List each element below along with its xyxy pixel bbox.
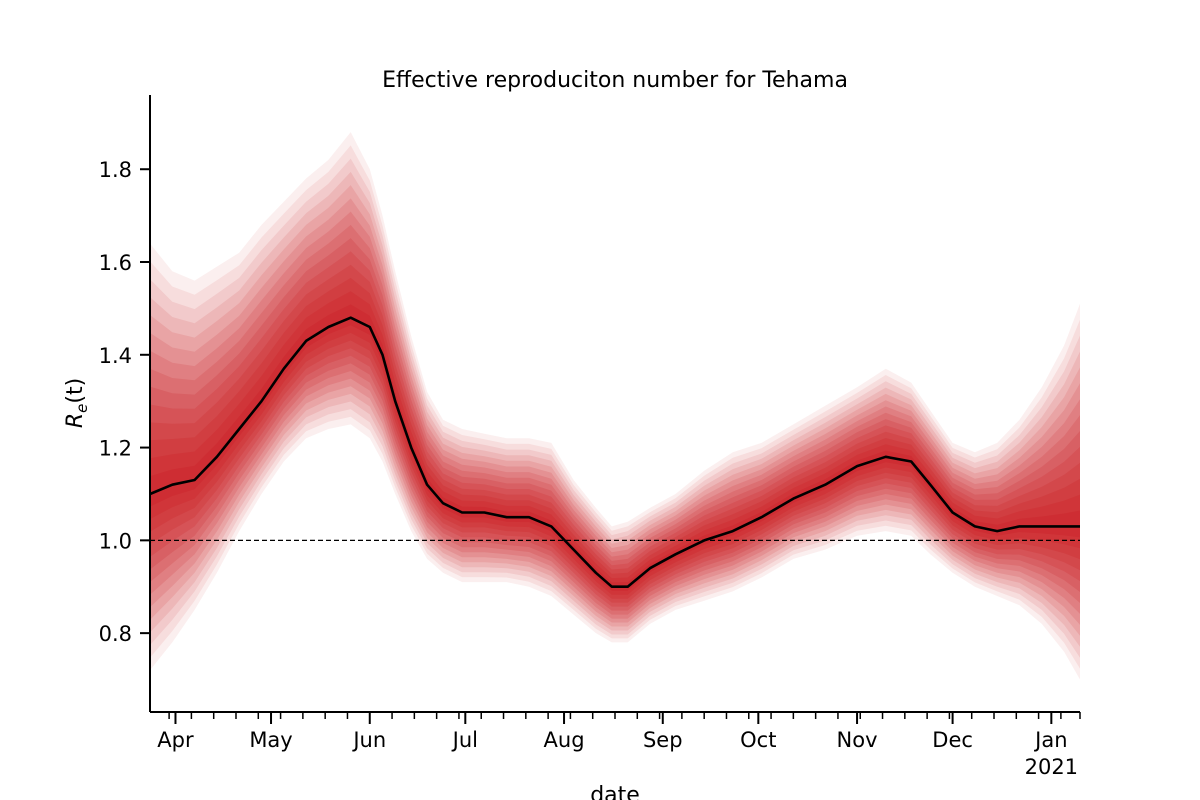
x-tick-label: Apr bbox=[157, 728, 194, 752]
x-tick-label: Jun bbox=[351, 728, 386, 752]
uncertainty-band bbox=[150, 198, 1080, 625]
x-axis-ticks: Apr May Jun Jul Aug Sep Oct Nov Dec Jan 2021 bbox=[157, 712, 1081, 779]
y-tick-label: 1.4 bbox=[99, 344, 132, 368]
x-axis-label: date bbox=[590, 783, 640, 800]
x-tick-label: May bbox=[249, 728, 292, 752]
x-tick-label: Oct bbox=[740, 728, 776, 752]
x-tick-label: Nov bbox=[837, 728, 878, 752]
uncertainty-band bbox=[150, 171, 1080, 647]
y-axis-label: Re(t) bbox=[63, 378, 91, 428]
uncertainty-band bbox=[150, 145, 1080, 669]
y-tick-label: 0.8 bbox=[99, 622, 132, 646]
uncertainty-band bbox=[150, 158, 1080, 658]
median-line bbox=[149, 316, 1080, 588]
chart-title: Effective reproduciton number for Tehama bbox=[382, 68, 848, 93]
y-axis-ticks: 0.8 1.0 1.2 1.4 1.6 1.8 bbox=[99, 158, 150, 646]
x-tick-sublabel: 2021 bbox=[1025, 755, 1078, 779]
uncertainty-band bbox=[150, 264, 1080, 603]
uncertainty-band bbox=[150, 185, 1080, 636]
y-tick-label: 1.2 bbox=[99, 437, 132, 461]
uncertainty-band bbox=[150, 238, 1080, 611]
uncertainty-band bbox=[150, 224, 1080, 615]
x-tick-label: Jan bbox=[1033, 728, 1067, 752]
uncertainty-band bbox=[150, 291, 1080, 595]
y-tick-label: 1.6 bbox=[99, 251, 132, 275]
uncertainty-bands bbox=[150, 132, 1080, 680]
x-tick-label: Sep bbox=[643, 728, 683, 752]
uncertainty-band bbox=[150, 132, 1080, 680]
x-tick-label: Aug bbox=[544, 728, 585, 752]
y-tick-label: 1.0 bbox=[99, 529, 132, 553]
x-tick-label: Jul bbox=[451, 728, 478, 752]
x-tick-label: Dec bbox=[932, 728, 973, 752]
y-tick-label: 1.8 bbox=[99, 158, 132, 182]
uncertainty-band bbox=[150, 211, 1080, 619]
uncertainty-band bbox=[150, 251, 1080, 607]
